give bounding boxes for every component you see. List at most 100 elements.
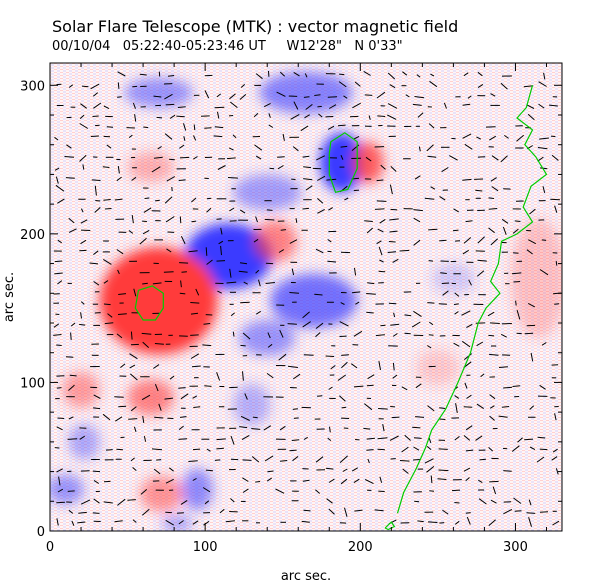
- field-vector: [80, 208, 84, 213]
- field-vector: [132, 102, 136, 109]
- field-vector: [217, 165, 226, 170]
- field-vector: [328, 508, 335, 515]
- field-vector: [266, 477, 272, 482]
- field-vector: [489, 135, 497, 141]
- field-vector: [368, 115, 371, 120]
- field-vector: [363, 427, 371, 430]
- field-vector: [54, 136, 59, 141]
- field-vector: [193, 135, 197, 141]
- field-vector: [140, 489, 148, 495]
- field-vector: [191, 365, 201, 368]
- field-vector: [354, 81, 361, 87]
- field-vector: [116, 333, 123, 339]
- field-vector: [327, 239, 332, 243]
- field-vector: [151, 166, 161, 173]
- field-vector: [239, 209, 246, 214]
- field-vector: [151, 448, 163, 451]
- field-vector: [292, 408, 298, 410]
- field-vector: [278, 353, 287, 361]
- field-vector: [105, 449, 113, 451]
- field-vector: [391, 416, 400, 419]
- field-vector: [56, 344, 62, 346]
- field-vector: [413, 459, 420, 461]
- field-vector: [463, 353, 473, 360]
- field-vector: [439, 418, 446, 420]
- field-vector: [156, 459, 162, 461]
- field-vector: [70, 332, 72, 340]
- field-vector: [429, 490, 435, 492]
- field-vector: [106, 144, 112, 149]
- field-vector: [165, 103, 175, 106]
- field-vector: [439, 239, 447, 242]
- field-vector: [206, 448, 211, 452]
- field-vector: [217, 111, 220, 119]
- field-vector: [293, 71, 300, 77]
- field-vector: [552, 520, 560, 526]
- field-vector: [351, 467, 358, 472]
- field-vector: [165, 216, 175, 223]
- field-vector: [490, 499, 497, 504]
- field-vector: [344, 507, 348, 517]
- field-vector: [376, 91, 386, 99]
- field-vector: [106, 126, 114, 128]
- field-vector: [454, 311, 459, 315]
- field-vector: [206, 207, 212, 213]
- field-vector: [177, 106, 186, 108]
- field-vector: [389, 230, 398, 233]
- field-vector: [242, 488, 249, 493]
- field-vector: [305, 104, 313, 110]
- field-vector: [417, 112, 424, 118]
- field-vector: [537, 147, 548, 150]
- field-vector: [144, 197, 150, 199]
- field-vector: [64, 156, 75, 158]
- field-vector: [462, 178, 472, 181]
- field-vector: [94, 185, 97, 196]
- field-vector: [93, 498, 100, 504]
- field-vector: [242, 459, 252, 461]
- field-vector: [203, 323, 211, 325]
- field-vector: [229, 207, 235, 212]
- field-vector: [279, 71, 286, 77]
- field-vector: [530, 352, 534, 362]
- field-vector: [315, 332, 321, 338]
- field-vector: [314, 293, 323, 296]
- field-vector: [226, 157, 236, 160]
- field-vector: [117, 82, 120, 89]
- field-vector: [82, 164, 85, 170]
- field-vector: [343, 95, 348, 99]
- field-vector: [153, 95, 162, 98]
- field-vector: [315, 322, 324, 329]
- field-vector: [291, 439, 300, 441]
- field-vector: [78, 511, 87, 514]
- field-vector: [451, 489, 461, 492]
- field-vector: [293, 417, 299, 419]
- field-vector: [512, 228, 519, 234]
- field-vector: [268, 113, 271, 118]
- y-tick-label: 200: [20, 228, 45, 243]
- field-vector: [275, 488, 285, 494]
- field-vector: [513, 281, 521, 283]
- field-vector: [476, 403, 484, 410]
- field-vector: [216, 260, 226, 262]
- field-vector: [492, 486, 497, 495]
- field-vector: [414, 500, 420, 503]
- field-vector: [132, 467, 137, 471]
- field-vector: [554, 205, 558, 213]
- field-vector: [475, 189, 483, 192]
- field-vector: [464, 382, 468, 389]
- field-vector: [454, 436, 460, 441]
- field-vector: [120, 363, 126, 368]
- field-vector: [465, 220, 473, 223]
- field-vector: [511, 272, 522, 275]
- field-vector: [317, 105, 322, 108]
- field-vector: [114, 198, 123, 201]
- field-vector: [455, 403, 458, 413]
- field-vector: [415, 416, 425, 418]
- field-vector: [354, 509, 363, 512]
- field-vector: [80, 219, 88, 224]
- field-vector: [541, 239, 547, 241]
- field-vector: [536, 456, 545, 463]
- field-vector: [490, 93, 496, 97]
- field-vector: [142, 229, 150, 235]
- field-vector: [500, 333, 507, 338]
